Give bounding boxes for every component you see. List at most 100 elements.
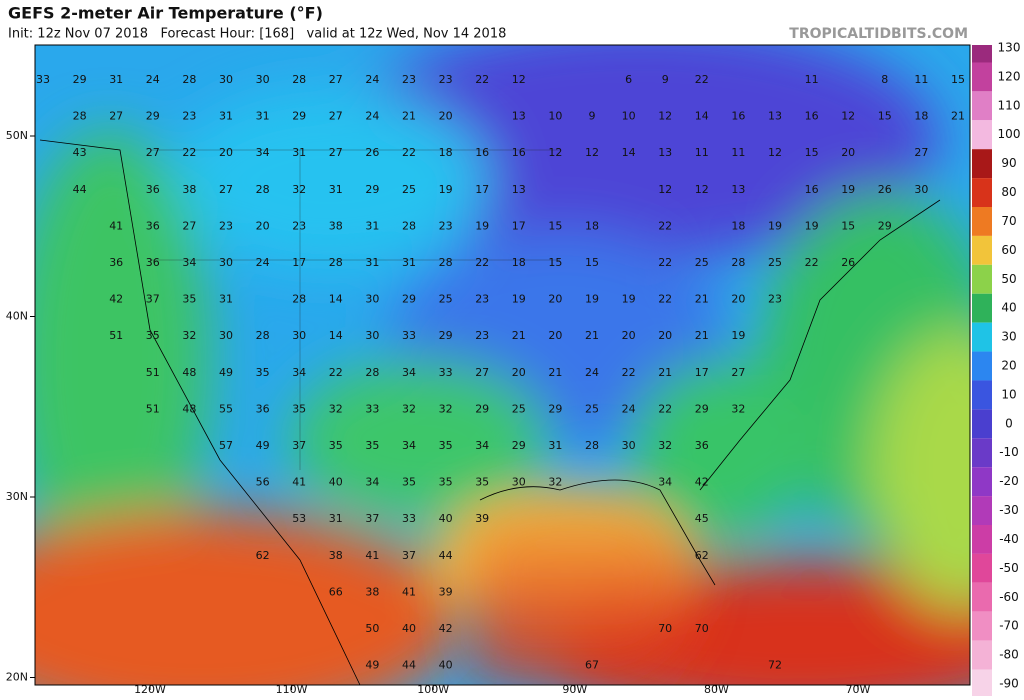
point-value: 28 — [256, 329, 270, 342]
point-value: 19 — [841, 183, 855, 196]
colorbar-label: -80 — [999, 648, 1019, 662]
colorbar-segment — [972, 640, 992, 670]
point-value: 17 — [695, 366, 709, 379]
point-value: 66 — [329, 585, 343, 598]
point-value: 30 — [914, 183, 928, 196]
point-value: 36 — [109, 256, 123, 269]
point-value: 27 — [329, 146, 343, 159]
point-value: 11 — [695, 146, 709, 159]
point-value: 17 — [292, 256, 306, 269]
point-value: 44 — [402, 659, 416, 672]
colorbar-segment — [972, 178, 992, 207]
point-value: 20 — [439, 110, 453, 123]
point-value: 32 — [731, 402, 745, 415]
point-value: 14 — [329, 293, 343, 306]
point-value: 9 — [589, 110, 596, 123]
point-value: 12 — [658, 183, 672, 196]
point-value: 34 — [256, 146, 270, 159]
point-value: 18 — [731, 219, 745, 232]
point-value: 19 — [731, 329, 745, 342]
point-value: 24 — [365, 110, 379, 123]
point-value: 30 — [622, 439, 636, 452]
point-value: 70 — [658, 622, 672, 635]
point-value: 27 — [475, 366, 489, 379]
point-value: 32 — [182, 329, 196, 342]
point-value: 14 — [695, 110, 709, 123]
point-value: 27 — [329, 110, 343, 123]
colorbar-label: 40 — [1001, 301, 1016, 315]
point-value: 15 — [841, 219, 855, 232]
point-value: 38 — [329, 219, 343, 232]
point-value: 51 — [146, 366, 160, 379]
point-value: 20 — [256, 219, 270, 232]
point-value: 50 — [365, 622, 379, 635]
point-value: 22 — [622, 366, 636, 379]
point-value: 21 — [695, 293, 709, 306]
point-value: 40 — [439, 659, 453, 672]
point-value: 49 — [219, 366, 233, 379]
point-value: 22 — [658, 219, 672, 232]
point-value: 35 — [182, 293, 196, 306]
point-value: 34 — [475, 439, 489, 452]
point-value: 23 — [768, 293, 782, 306]
point-value: 40 — [439, 512, 453, 525]
point-value: 23 — [439, 73, 453, 86]
point-value: 25 — [768, 256, 782, 269]
colorbar-label: 100 — [998, 127, 1021, 141]
point-value: 16 — [805, 183, 819, 196]
lon-label: 100W — [417, 683, 449, 696]
point-value: 28 — [292, 73, 306, 86]
point-value: 29 — [548, 402, 562, 415]
colorbar: 1301201101009080706050403020100-10-20-30… — [972, 41, 1021, 699]
point-value: 16 — [731, 110, 745, 123]
point-value: 49 — [256, 439, 270, 452]
point-value: 34 — [365, 476, 379, 489]
point-value: 41 — [109, 219, 123, 232]
point-value: 13 — [658, 146, 672, 159]
point-value: 30 — [292, 329, 306, 342]
point-value: 44 — [73, 183, 87, 196]
point-value: 42 — [439, 622, 453, 635]
point-value: 35 — [439, 439, 453, 452]
point-value: 29 — [878, 219, 892, 232]
point-value: 26 — [878, 183, 892, 196]
colorbar-segment — [972, 496, 992, 525]
point-value: 19 — [439, 183, 453, 196]
point-value: 29 — [73, 73, 87, 86]
point-value: 28 — [256, 183, 270, 196]
point-value: 49 — [365, 659, 379, 672]
point-value: 35 — [402, 476, 416, 489]
point-value: 13 — [731, 183, 745, 196]
point-value: 62 — [695, 549, 709, 562]
point-value: 37 — [292, 439, 306, 452]
point-value: 34 — [182, 256, 196, 269]
colorbar-segment — [972, 293, 992, 323]
point-value: 33 — [365, 402, 379, 415]
colorbar-segment — [972, 149, 992, 179]
colorbar-segment — [972, 380, 992, 410]
colorbar-label: -60 — [999, 590, 1019, 604]
point-value: 70 — [695, 622, 709, 635]
point-value: 36 — [146, 219, 160, 232]
point-value: 72 — [768, 659, 782, 672]
point-value: 34 — [658, 476, 672, 489]
point-value: 27 — [219, 183, 233, 196]
lat-label: 40N — [6, 310, 28, 323]
point-value: 22 — [329, 366, 343, 379]
point-value: 29 — [439, 329, 453, 342]
point-value: 22 — [658, 256, 672, 269]
point-value: 22 — [695, 73, 709, 86]
colorbar-label: 30 — [1001, 330, 1016, 344]
colorbar-label: 50 — [1001, 272, 1016, 286]
title: GEFS 2-meter Air Temperature (°F) — [8, 4, 323, 23]
point-value: 22 — [805, 256, 819, 269]
point-value: 29 — [402, 293, 416, 306]
point-value: 16 — [512, 146, 526, 159]
point-value: 22 — [658, 402, 672, 415]
point-value: 19 — [622, 293, 636, 306]
point-value: 19 — [805, 219, 819, 232]
point-value: 9 — [662, 73, 669, 86]
point-value: 12 — [585, 146, 599, 159]
point-value: 19 — [585, 293, 599, 306]
point-value: 23 — [475, 329, 489, 342]
